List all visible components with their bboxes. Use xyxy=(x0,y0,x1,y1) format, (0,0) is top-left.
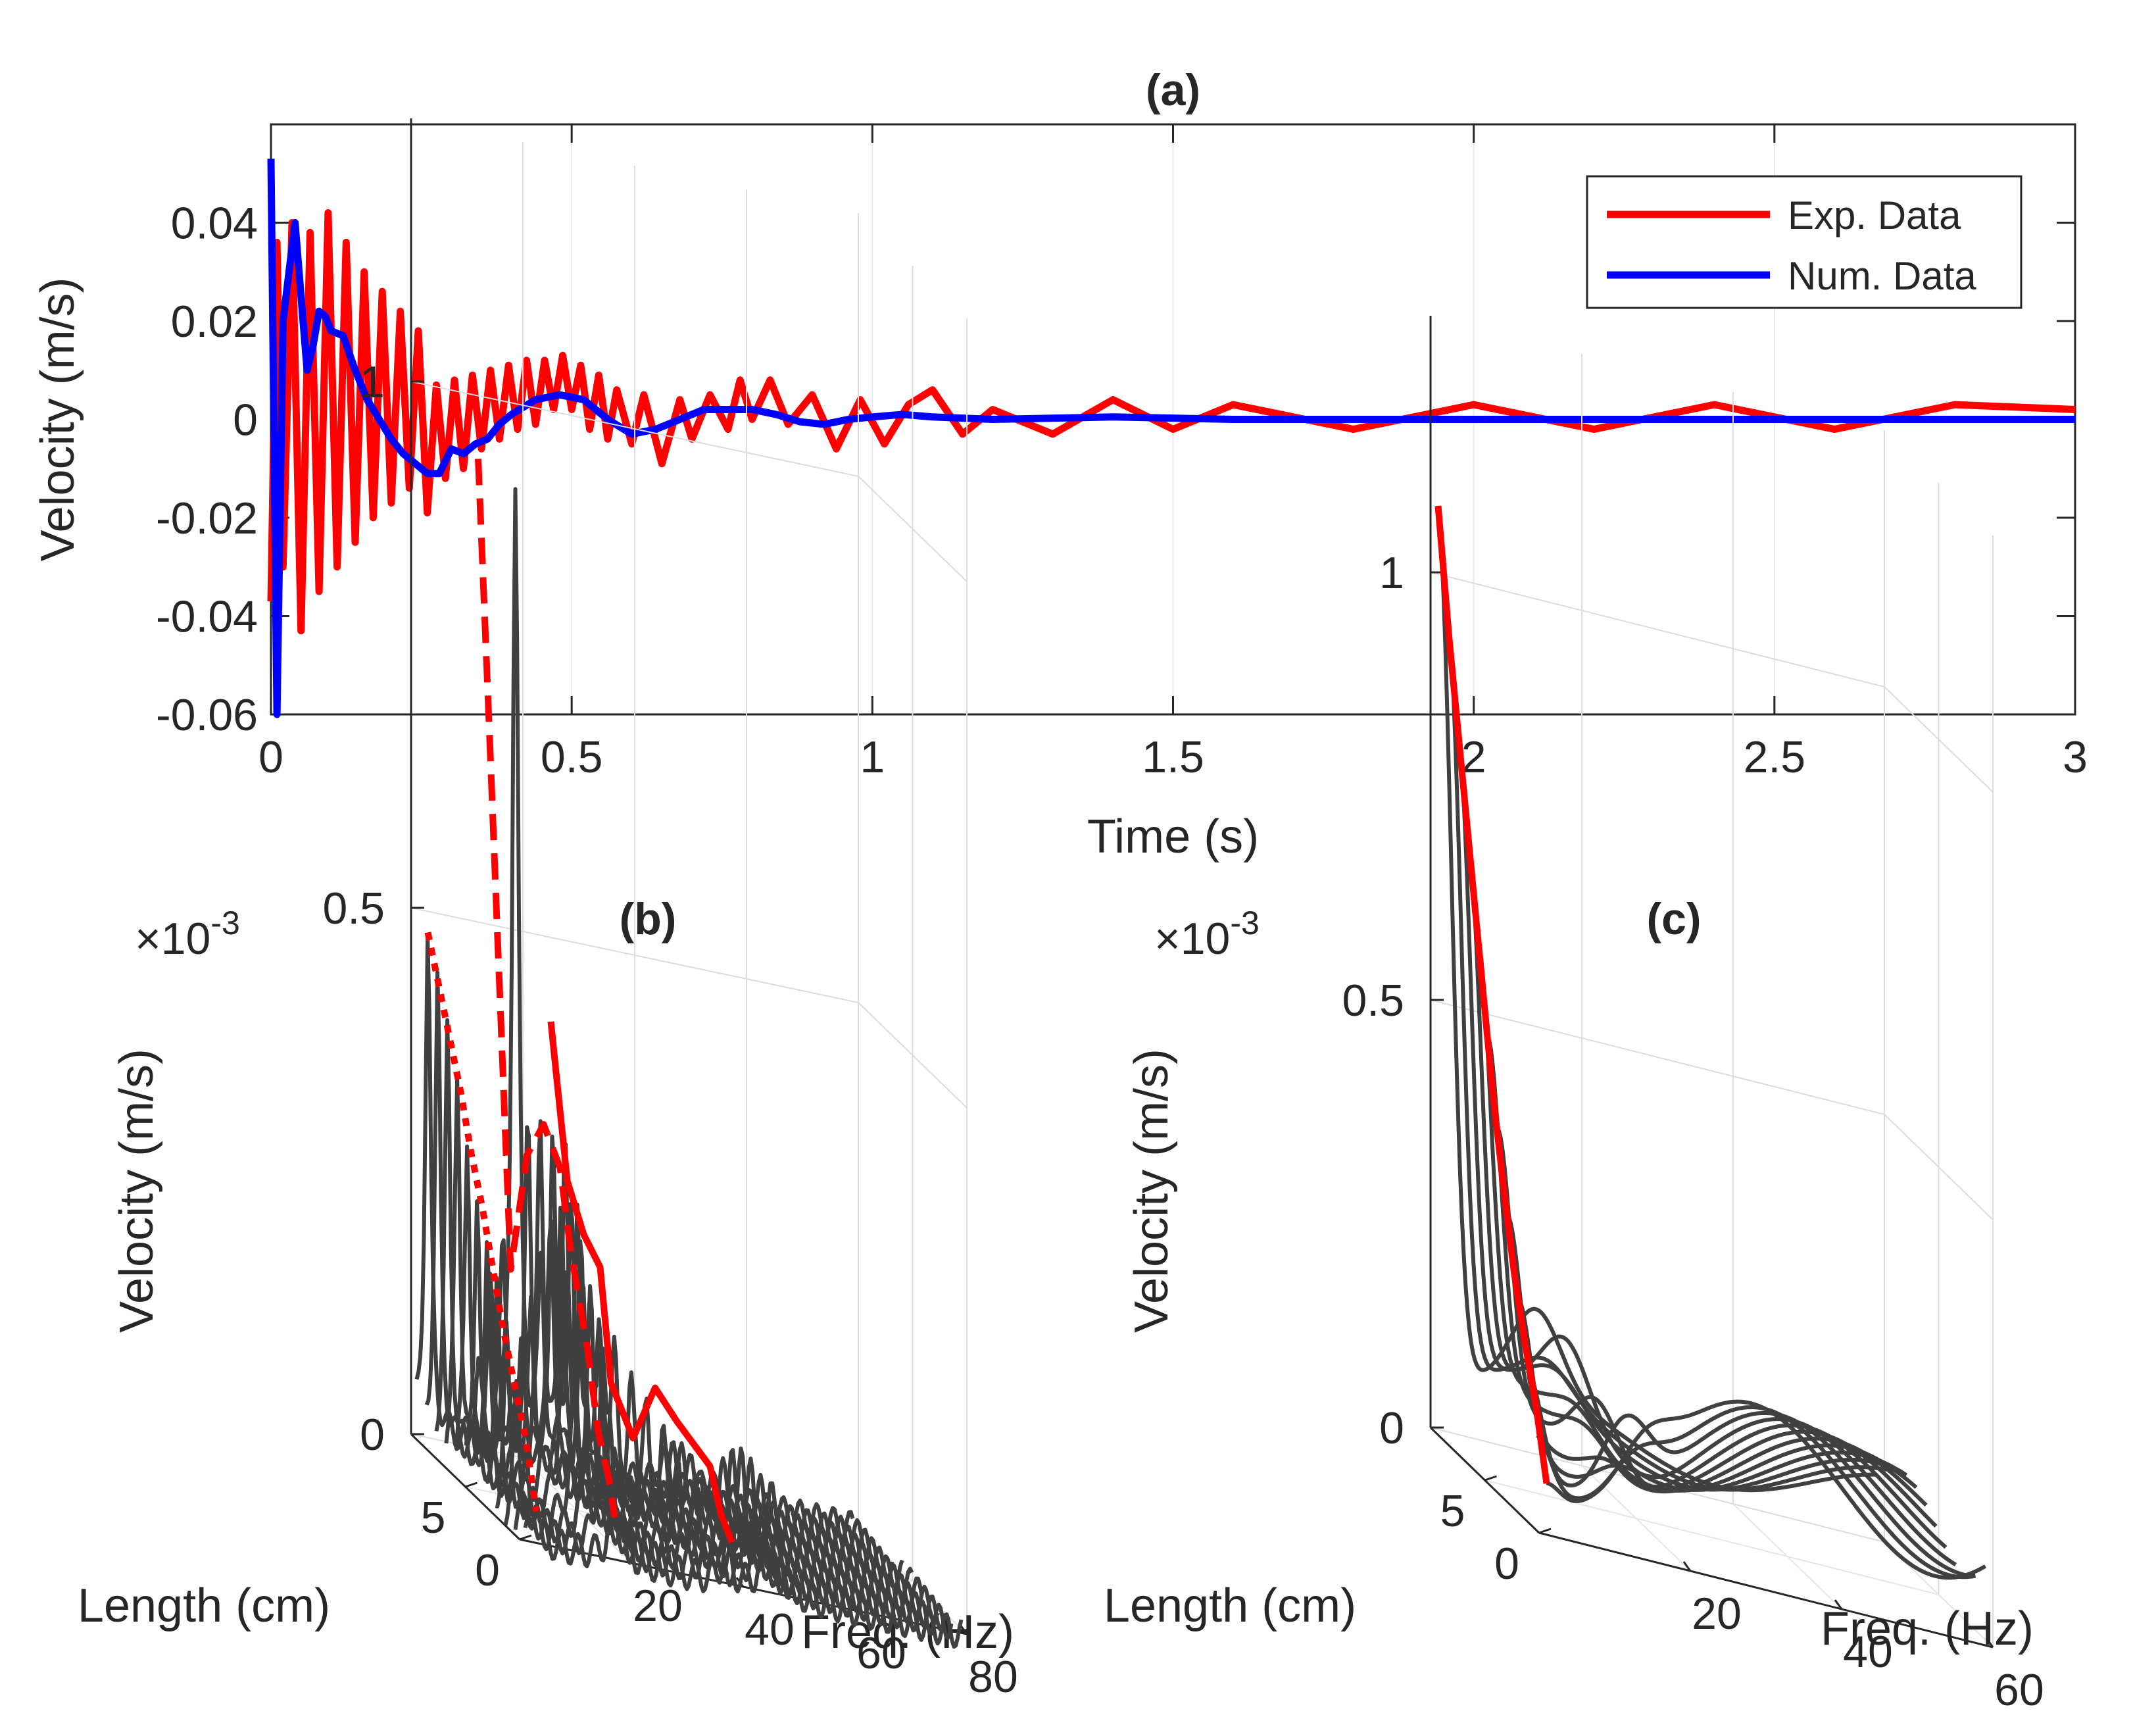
waterfall-curve xyxy=(1506,1214,1948,1549)
waterfall-curve xyxy=(1525,1369,1967,1578)
x-tick xyxy=(1985,1637,1994,1648)
x-tick-label: 1 xyxy=(860,732,885,782)
x-tick-label: 80 xyxy=(968,1652,1018,1702)
z-tick-label: 0.5 xyxy=(322,883,385,933)
x-tick-label: 0.5 xyxy=(541,732,603,782)
x-axis-line xyxy=(1538,1531,1994,1649)
x-tick-label: 60 xyxy=(1994,1665,2044,1715)
exponent-label: ×10-3 xyxy=(1154,905,1260,964)
panel-c: 20 40 60 050 0.5 1 ×10-3 (c) Freq. (Hz) Length (c… xyxy=(1104,316,2044,1715)
z-tick-label: 1 xyxy=(1379,548,1404,598)
legend-entry: Num. Data xyxy=(1788,254,1976,298)
y-axis-label: Velocity (m/s) xyxy=(32,277,84,561)
waterfall-curve xyxy=(1515,1295,1957,1567)
y-tick-label: 0 xyxy=(475,1545,500,1595)
y-tick-label: -0.06 xyxy=(156,690,258,740)
y-tick-label: 0 xyxy=(1494,1539,1519,1589)
x-tick-label: 3 xyxy=(2063,732,2088,782)
exponent-value: -3 xyxy=(1230,905,1259,941)
chart-title: (b) xyxy=(620,894,677,944)
ridge-line xyxy=(475,459,618,1518)
x-tick-label: 0 xyxy=(258,732,283,782)
waterfall-curve xyxy=(523,1446,964,1649)
x-axis-label: Time (s) xyxy=(1087,810,1259,863)
x-tick-label: 2.5 xyxy=(1744,732,1806,782)
z-tick-label: 0.5 xyxy=(1342,976,1404,1026)
grid-line xyxy=(410,381,968,582)
y-tick-label: -0.04 xyxy=(156,592,258,642)
grid-line xyxy=(410,907,968,1108)
series-line xyxy=(267,159,2075,718)
y-tick-label: 0.02 xyxy=(171,297,258,347)
x-tick-label: 60 xyxy=(856,1628,906,1678)
y-tick-label: 5 xyxy=(421,1493,446,1543)
x-tick xyxy=(1682,1561,1692,1572)
y-tick-label: -0.02 xyxy=(156,493,258,543)
y-tick xyxy=(1484,1475,1497,1481)
panel-a: 0 0.5 1 1.5 2 2.5 3-0.06-0.04-0.0200.020.04(a)… xyxy=(32,65,2088,863)
waterfall-curve xyxy=(1446,632,1888,1492)
chart-title: (a) xyxy=(1146,65,1200,115)
z-tick-label: 0 xyxy=(360,1410,385,1460)
waterfall-curve xyxy=(1495,1127,1938,1528)
x-tick-label: 40 xyxy=(1843,1627,1893,1677)
grid-line xyxy=(1484,1480,1939,1595)
z-axis-label: Velocity (m/s) xyxy=(1125,1049,1178,1333)
grid-line xyxy=(1430,999,1994,1220)
z-axis-label: Velocity (m/s) xyxy=(110,1049,163,1333)
z-tick-label: 0 xyxy=(1379,1403,1404,1453)
y-tick-label: 0.04 xyxy=(171,199,258,249)
y-tick xyxy=(1538,1528,1552,1534)
y-tick xyxy=(465,1481,478,1488)
legend-entry: Exp. Data xyxy=(1788,193,1961,237)
legend-box xyxy=(1586,175,2022,309)
chart-title: (c) xyxy=(1646,894,1701,944)
x-tick-label: 20 xyxy=(633,1581,683,1631)
y-axis-label: Length (cm) xyxy=(78,1580,330,1632)
x-tick-label: 1.5 xyxy=(1142,732,1204,782)
x-tick-label: 20 xyxy=(1692,1589,1742,1639)
x-tick xyxy=(1834,1599,1843,1610)
ridge-line xyxy=(1434,505,1550,1484)
y-tick-label: 5 xyxy=(1440,1486,1465,1536)
z-tick-label: 1 xyxy=(360,357,385,407)
y-axis-label: Length (cm) xyxy=(1104,1580,1356,1632)
x-tick-label: 40 xyxy=(745,1605,795,1655)
exponent-label: ×10-3 xyxy=(135,905,240,964)
ridge-line xyxy=(424,932,540,1512)
grid-line xyxy=(1430,572,1994,793)
y-tick-label: 0 xyxy=(233,395,258,445)
x-axis-label: Freq. (Hz) xyxy=(1821,1603,2034,1655)
y-tick xyxy=(519,1534,532,1541)
waterfall-curve xyxy=(1546,1399,1987,1580)
ridge-line xyxy=(547,1021,735,1544)
exponent-value: -3 xyxy=(210,905,239,941)
